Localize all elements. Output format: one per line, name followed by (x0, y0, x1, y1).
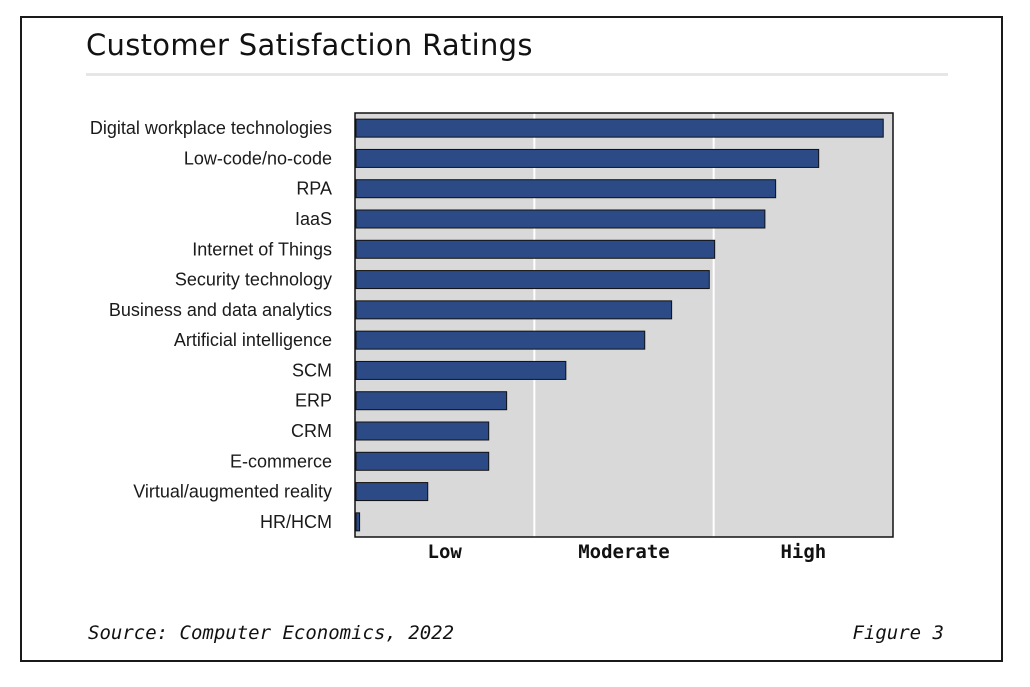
x-tick-label: Moderate (578, 541, 670, 563)
plot-border (354, 112, 894, 538)
category-label: HR/HCM (260, 512, 332, 532)
category-label: Artificial intelligence (174, 330, 332, 350)
category-label: Low-code/no-code (184, 148, 332, 168)
category-label: Internet of Things (192, 239, 332, 259)
category-label: IaaS (295, 209, 332, 229)
chart-title: Customer Satisfaction Ratings (86, 28, 533, 62)
category-label: CRM (291, 421, 332, 441)
bar-rpa (355, 179, 777, 199)
bar-hr-hcm (355, 512, 361, 532)
bar-erp (355, 391, 508, 411)
category-label: RPA (296, 179, 332, 199)
source-note: Source: Computer Economics, 2022 (88, 622, 455, 644)
bar-virtual-augmented-reality (355, 482, 429, 502)
category-label: Business and data analytics (109, 300, 332, 320)
bar-crm (355, 421, 490, 441)
category-label: ERP (295, 391, 332, 411)
category-label: E-commerce (230, 451, 332, 471)
category-label: Virtual/augmented reality (133, 482, 332, 502)
bar-scm (355, 360, 567, 380)
bar-low-code-no-code (355, 148, 820, 168)
x-tick-label: Low (428, 541, 463, 563)
x-tick-label: High (780, 541, 826, 563)
bar-iaas (355, 209, 766, 229)
bar-digital-workplace-technologies (355, 118, 884, 138)
plot-background (355, 113, 893, 537)
bar-artificial-intelligence (355, 330, 646, 350)
category-label: SCM (292, 360, 332, 380)
figure-number: Figure 3 (852, 622, 944, 644)
bar-e-commerce (355, 451, 490, 471)
title-divider (86, 73, 948, 76)
category-label: Digital workplace technologies (90, 118, 332, 138)
bar-business-and-data-analytics (355, 300, 673, 320)
bar-security-technology (355, 270, 710, 290)
bar-internet-of-things (355, 239, 716, 259)
category-label: Security technology (175, 270, 332, 290)
